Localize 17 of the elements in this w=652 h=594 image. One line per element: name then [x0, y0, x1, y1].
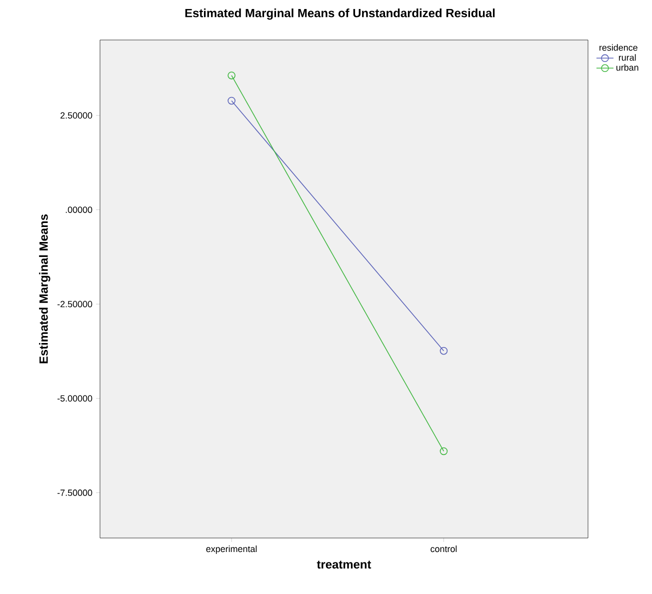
legend-label: urban: [616, 64, 638, 71]
point: [440, 346, 448, 355]
x-tick-label: control: [430, 546, 457, 552]
y-axis-title: Estimated Marginal Means: [39, 214, 50, 364]
y-tick-label: -5.00000: [58, 395, 92, 402]
y-tick-label: 2.50000: [60, 112, 92, 119]
x-tick-label: experimental: [206, 546, 257, 554]
x-axis-title: treatment: [316, 560, 372, 569]
y-tick-label: -7.50000: [58, 490, 92, 496]
y-tick-label: .00000: [66, 206, 92, 213]
point: [440, 447, 448, 456]
point: [228, 96, 236, 105]
chart-title: Estimated Marginal Means of Unstandardized Residual: [185, 8, 495, 20]
legend-title: residence: [600, 44, 638, 51]
point: [228, 72, 236, 80]
legend-label: rural: [618, 54, 636, 61]
y-tick-label: -2.50000: [58, 300, 92, 308]
